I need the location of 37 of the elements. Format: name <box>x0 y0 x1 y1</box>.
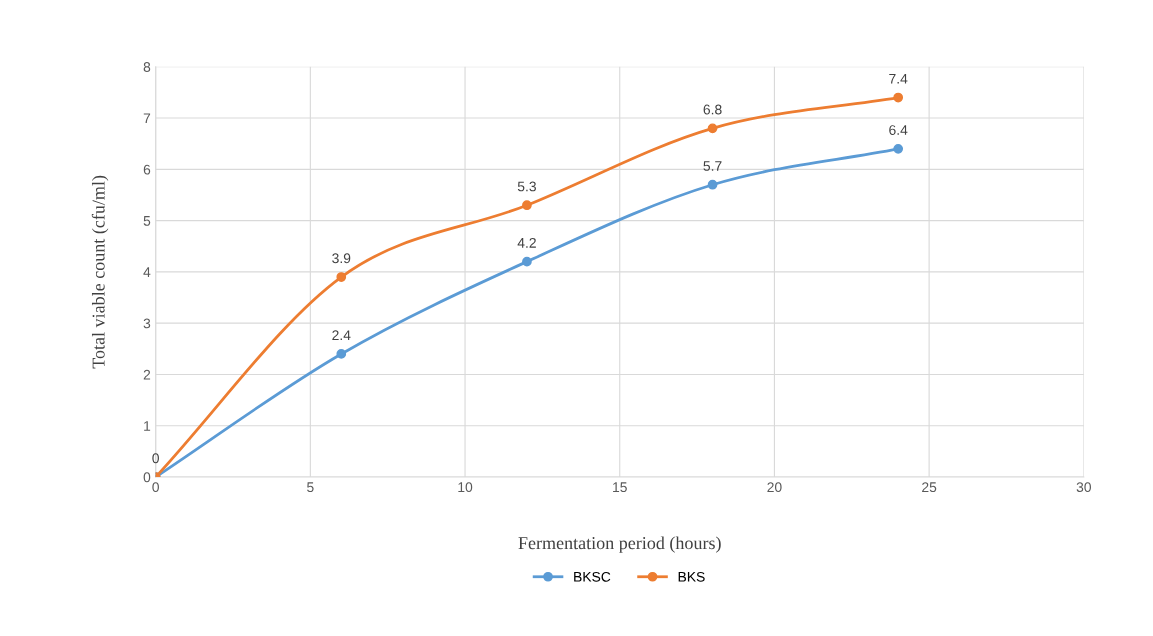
x-tick-label: 10 <box>458 482 473 493</box>
y-tick-label: 5 <box>143 216 151 226</box>
data-label: 2.4 <box>332 330 351 340</box>
point <box>707 179 718 190</box>
x-axis-title: Fermentation period (hours) <box>518 536 721 553</box>
x-tick-label: 20 <box>767 482 782 493</box>
data-label: 4.2 <box>517 237 536 248</box>
point <box>336 272 347 282</box>
y-axis-title: Total viable count (cfu/ml) <box>91 175 109 369</box>
point <box>893 143 904 154</box>
x-tick-label: 0 <box>152 482 159 493</box>
x-tick-label: 15 <box>613 482 627 493</box>
legend-label: BKSC <box>574 571 611 582</box>
data-label: 7.4 <box>889 74 908 84</box>
point <box>336 349 347 359</box>
y-tick-label: 3 <box>143 318 151 329</box>
point <box>522 200 532 211</box>
x-tick-label: 25 <box>922 482 937 493</box>
point <box>893 92 904 103</box>
point <box>522 256 532 267</box>
data-label: 5.3 <box>517 181 536 192</box>
data-label: 3.9 <box>332 253 351 264</box>
data-label: 0 <box>152 453 159 464</box>
x-tick-label: 5 <box>307 482 314 493</box>
y-tick-label: 4 <box>143 267 151 277</box>
y-tick-label: 2 <box>143 369 151 380</box>
y-tick-label: 8 <box>143 62 151 72</box>
y-tick-label: 0 <box>143 472 151 483</box>
data-label: 6.8 <box>703 104 722 115</box>
y-tick-label: 6 <box>143 164 151 175</box>
y-tick-label: 1 <box>144 421 151 431</box>
data-label: 6.4 <box>889 125 908 135</box>
legend-label: BKS <box>678 571 705 582</box>
data-label: 5.7 <box>703 161 722 171</box>
point <box>707 123 718 134</box>
y-tick-label: 7 <box>143 113 151 124</box>
x-tick-label: 30 <box>1076 482 1091 493</box>
